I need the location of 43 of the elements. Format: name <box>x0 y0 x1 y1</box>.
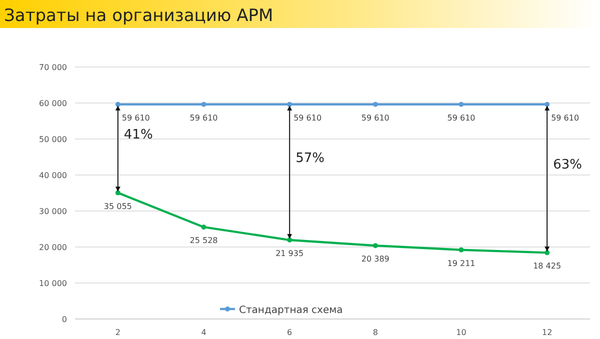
point <box>372 102 378 107</box>
ref-line-label: 57% <box>296 151 324 166</box>
y-tick-label: 70 000 <box>39 63 67 72</box>
point <box>372 243 378 248</box>
y-tick-label: 40 000 <box>39 171 67 180</box>
y-tick-label: 10 000 <box>39 279 67 288</box>
point <box>458 247 464 252</box>
y-tick-label: 50 000 <box>39 135 67 144</box>
data-label: 21 935 <box>276 249 304 258</box>
point <box>287 102 292 107</box>
legend-label: Стандартная схема <box>239 305 343 316</box>
x-tick-label: 10 <box>456 328 466 337</box>
point <box>287 238 292 243</box>
point <box>201 224 206 230</box>
y-tick-label: 30 000 <box>39 207 67 216</box>
point <box>201 102 206 107</box>
ref-line-label: 63% <box>553 158 582 173</box>
data-label: 59 610 <box>294 113 322 122</box>
data-label: 25 528 <box>190 236 218 246</box>
point <box>115 190 120 196</box>
data-label: 59 610 <box>447 113 476 122</box>
point <box>458 102 464 107</box>
point <box>115 102 120 107</box>
data-label: 18 425 <box>533 262 562 271</box>
data-label: 59 610 <box>361 113 390 122</box>
data-label: 59 610 <box>551 113 580 122</box>
x-tick-label: 2 <box>115 328 120 337</box>
x-tick-label: 6 <box>287 328 292 337</box>
chart-title: Затраты на организацию АРМ <box>4 6 274 26</box>
x-tick-label: 8 <box>372 328 378 337</box>
y-tick-label: 0 <box>62 315 67 324</box>
data-label: 20 389 <box>361 254 390 264</box>
data-label: 35 055 <box>104 202 132 211</box>
data-label: 19 211 <box>447 258 476 268</box>
ref-line-label: 41% <box>124 128 153 143</box>
data-label: 59 610 <box>122 113 150 122</box>
x-tick-label: 4 <box>201 328 206 337</box>
data-label: 59 610 <box>190 113 218 122</box>
point <box>544 250 550 256</box>
point <box>544 102 550 107</box>
x-tick-label: 12 <box>542 328 552 337</box>
y-tick-label: 60 000 <box>39 99 67 108</box>
y-tick-label: 20 000 <box>39 243 67 252</box>
